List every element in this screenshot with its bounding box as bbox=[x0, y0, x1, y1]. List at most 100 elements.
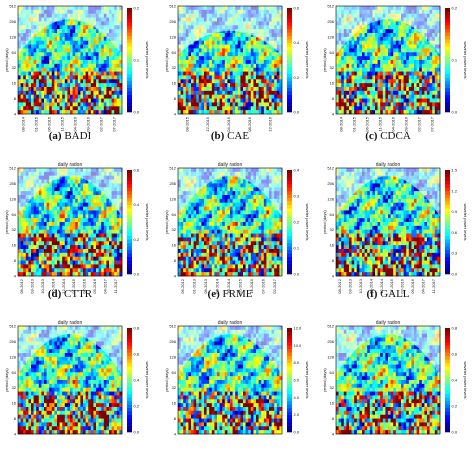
heatmap-cell bbox=[183, 79, 186, 83]
heatmap-cell bbox=[222, 79, 225, 83]
heatmap-cell bbox=[80, 64, 83, 68]
heatmap-cell bbox=[362, 72, 365, 76]
heatmap-cell bbox=[112, 237, 115, 241]
heatmap-cell bbox=[114, 264, 117, 268]
heatmap-cell bbox=[406, 33, 409, 37]
heatmap-cell bbox=[269, 83, 272, 87]
heatmap-cell bbox=[47, 257, 50, 261]
heatmap-cell bbox=[388, 72, 391, 76]
heatmap-cell bbox=[365, 99, 368, 103]
heatmap-cell bbox=[117, 257, 120, 261]
heatmap-cell bbox=[220, 106, 223, 110]
heatmap-cell bbox=[109, 230, 112, 234]
colorbar-segment bbox=[287, 63, 292, 67]
heatmap-cell bbox=[261, 72, 264, 76]
heatmap-cell bbox=[21, 249, 24, 253]
heatmap-cell bbox=[60, 195, 63, 199]
heatmap-cell bbox=[243, 102, 246, 106]
heatmap-cell bbox=[194, 75, 197, 79]
heatmap-cell bbox=[21, 234, 24, 238]
heatmap-cell bbox=[248, 48, 251, 52]
heatmap-cell bbox=[375, 41, 378, 45]
heatmap-cell bbox=[212, 191, 215, 195]
heatmap-cell bbox=[225, 79, 228, 83]
heatmap-cell bbox=[54, 41, 57, 45]
heatmap-cell bbox=[28, 272, 31, 276]
heatmap-cell bbox=[380, 75, 383, 79]
heatmap-cell bbox=[47, 245, 50, 249]
heatmap-cell bbox=[344, 95, 347, 99]
heatmap-cell bbox=[44, 60, 47, 64]
heatmap-cell bbox=[62, 214, 65, 218]
heatmap-cell bbox=[49, 106, 52, 110]
heatmap-cell bbox=[86, 199, 89, 203]
heatmap-cell bbox=[264, 110, 267, 114]
heatmap-cell bbox=[336, 91, 339, 95]
heatmap-cell bbox=[101, 214, 104, 218]
heatmap-cell bbox=[233, 99, 236, 103]
heatmap-cell bbox=[375, 91, 378, 95]
heatmap-cell bbox=[227, 191, 230, 195]
heatmap-cell bbox=[380, 87, 383, 91]
heatmap-cell bbox=[78, 29, 81, 33]
heatmap-cell bbox=[253, 110, 256, 114]
heatmap-cell bbox=[117, 214, 120, 218]
heatmap-cell bbox=[60, 268, 63, 272]
colorbar-label: wavelet power levels bbox=[145, 204, 150, 241]
heatmap-cell bbox=[235, 183, 238, 187]
heatmap-cell bbox=[240, 64, 243, 68]
heatmap-cell bbox=[34, 95, 37, 99]
heatmap-cell bbox=[336, 72, 339, 76]
heatmap-cell bbox=[383, 75, 386, 79]
heatmap-cell bbox=[21, 64, 24, 68]
heatmap-cell bbox=[251, 45, 254, 49]
heatmap-cell bbox=[220, 37, 223, 41]
heatmap-cell bbox=[73, 95, 76, 99]
colorbar-segment bbox=[287, 109, 292, 113]
heatmap-cell bbox=[44, 268, 47, 272]
heatmap-cell bbox=[253, 75, 256, 79]
heatmap-cell bbox=[217, 102, 220, 106]
heatmap-cell bbox=[117, 95, 120, 99]
heatmap-cell bbox=[23, 210, 26, 214]
heatmap-cell bbox=[199, 191, 202, 195]
heatmap-cell bbox=[80, 180, 83, 184]
heatmap-cell bbox=[424, 45, 427, 49]
heatmap-cell bbox=[207, 99, 210, 103]
heatmap-cell bbox=[114, 72, 117, 76]
heatmap-cell bbox=[117, 272, 120, 276]
heatmap-cell bbox=[385, 33, 388, 37]
heatmap-cell bbox=[73, 245, 76, 249]
heatmap-cell bbox=[83, 237, 86, 241]
heatmap-cell bbox=[370, 87, 373, 91]
heatmap-cell bbox=[409, 48, 412, 52]
heatmap-cell bbox=[36, 214, 39, 218]
heatmap-cell bbox=[191, 52, 194, 56]
heatmap-cell bbox=[86, 245, 89, 249]
heatmap-cell bbox=[112, 268, 115, 272]
heatmap-cell bbox=[196, 64, 199, 68]
heatmap-cell bbox=[65, 110, 68, 114]
heatmap-cell bbox=[93, 37, 96, 41]
heatmap-cell bbox=[383, 33, 386, 37]
heatmap-cell bbox=[109, 203, 112, 207]
heatmap-cell bbox=[73, 264, 76, 268]
heatmap-cell bbox=[60, 199, 63, 203]
heatmap-cell bbox=[248, 102, 251, 106]
heatmap-cell bbox=[70, 241, 73, 245]
heatmap-cell bbox=[114, 75, 117, 79]
heatmap-cell bbox=[246, 48, 249, 52]
heatmap-cell bbox=[75, 268, 78, 272]
heatmap-cell bbox=[78, 253, 81, 257]
heatmap-cell bbox=[44, 222, 47, 226]
heatmap-cell bbox=[266, 75, 269, 79]
heatmap-cell bbox=[75, 187, 78, 191]
heatmap-cell bbox=[181, 79, 184, 83]
heatmap-cell bbox=[370, 83, 373, 87]
colorbar-segment bbox=[127, 60, 132, 64]
heatmap-cell bbox=[220, 75, 223, 79]
heatmap-cell bbox=[238, 60, 241, 64]
heatmap-cell bbox=[204, 37, 207, 41]
heatmap-cell bbox=[186, 83, 189, 87]
heatmap-cell bbox=[36, 210, 39, 214]
